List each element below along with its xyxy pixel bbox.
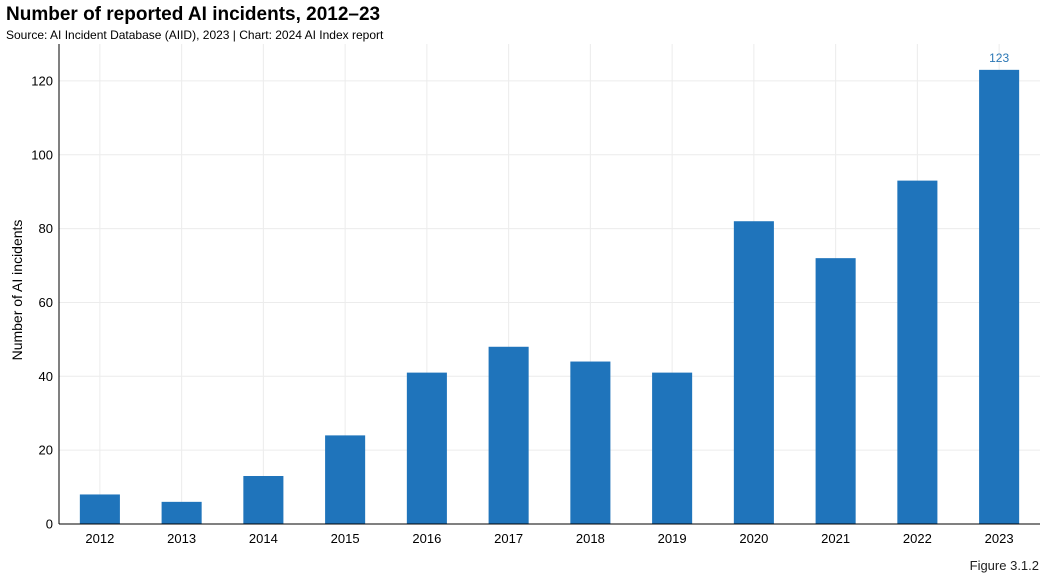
y-tick-label: 40 [39,369,53,384]
x-tick-label: 2014 [249,531,278,546]
x-tick-label: 2015 [331,531,360,546]
x-tick-label: 2020 [739,531,768,546]
y-tick-label: 100 [31,147,53,162]
y-tick-label: 20 [39,443,53,458]
x-tick-label: 2016 [412,531,441,546]
bar-2016 [406,372,447,524]
y-tick-label: 0 [46,517,53,532]
y-axis-label: Number of AI incidents [9,220,25,361]
y-tick-label: 80 [39,221,53,236]
y-tick-label: 120 [31,73,53,88]
x-tick-label: 2023 [985,531,1014,546]
grid-lines [59,44,1040,525]
y-axis: 0 20 40 60 80 100 120 [31,44,60,532]
bar-2017 [488,346,529,524]
data-labels: 123 [989,51,1009,65]
x-tick-label: 2019 [658,531,687,546]
figure-label: Figure 3.1.2 [969,558,1039,573]
bar-2013 [161,501,202,524]
bar-2023 [979,69,1020,524]
bar-2015 [325,435,366,524]
x-tick-label: 2013 [167,531,196,546]
bar-2020 [733,221,774,524]
x-tick-label: 2022 [903,531,932,546]
x-tick-label: 2012 [85,531,114,546]
y-tick-label: 60 [39,295,53,310]
bars [79,69,1020,524]
chart-source: Source: AI Incident Database (AIID), 202… [6,28,384,42]
chart-title: Number of reported AI incidents, 2012–23 [6,4,381,25]
x-tick-label: 2021 [821,531,850,546]
x-tick-label: 2017 [494,531,523,546]
bar-2022 [897,180,938,524]
data-label-2023: 123 [989,51,1009,65]
bar-2012 [79,494,120,524]
bar-2018 [570,361,611,524]
x-tick-label: 2018 [576,531,605,546]
bar-2014 [243,476,284,524]
bar-2019 [652,372,693,524]
x-axis: 2012 2013 2014 2015 2016 2017 2018 2019 2020 2021… [59,523,1040,546]
bar-2021 [815,258,856,524]
